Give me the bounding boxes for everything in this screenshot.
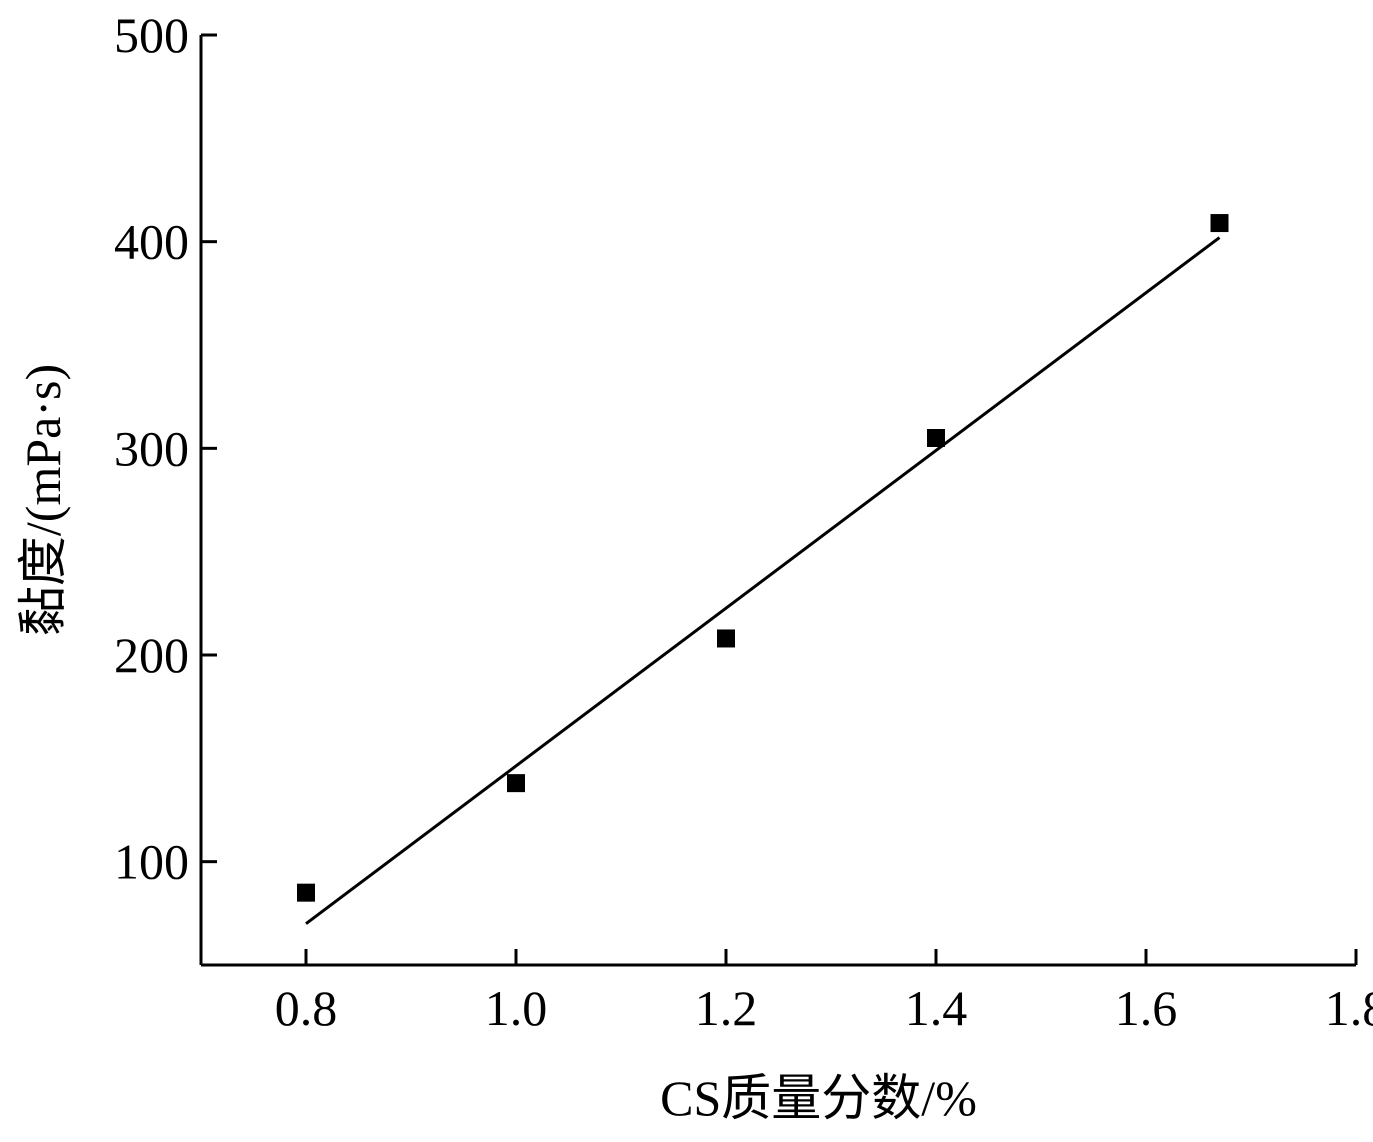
x-tick-label: 1.8 [1325, 980, 1373, 1036]
x-axis-ticks: 0.8 1.0 1.2 1.4 1.6 1.8 [275, 949, 1373, 1036]
fit-line [305, 236, 1221, 925]
plot-frame [199, 35, 1356, 967]
x-tick-label: 1.0 [485, 980, 548, 1036]
x-axis-title: CS质量分数/% [660, 1070, 977, 1126]
x-tick-label: 1.2 [695, 980, 758, 1036]
y-tick-label: 200 [114, 627, 189, 683]
y-axis-ticks: 100 200 300 400 500 [114, 7, 217, 890]
data-point [507, 774, 525, 793]
y-tick-label: 400 [114, 214, 189, 270]
data-point [717, 629, 735, 648]
y-tick-label: 500 [114, 7, 189, 63]
x-tick-label: 0.8 [275, 980, 338, 1036]
fit-line-layer [305, 236, 1221, 925]
data-point [297, 883, 315, 902]
y-tick-label: 100 [114, 834, 189, 890]
data-points [297, 214, 1229, 902]
data-point [927, 429, 945, 447]
x-tick-label: 1.6 [1115, 980, 1178, 1036]
data-point [1210, 214, 1229, 233]
x-tick-label: 1.4 [905, 980, 968, 1036]
y-tick-label: 300 [114, 420, 189, 476]
y-axis-title: 黏度/(mPa·s) [15, 364, 71, 636]
